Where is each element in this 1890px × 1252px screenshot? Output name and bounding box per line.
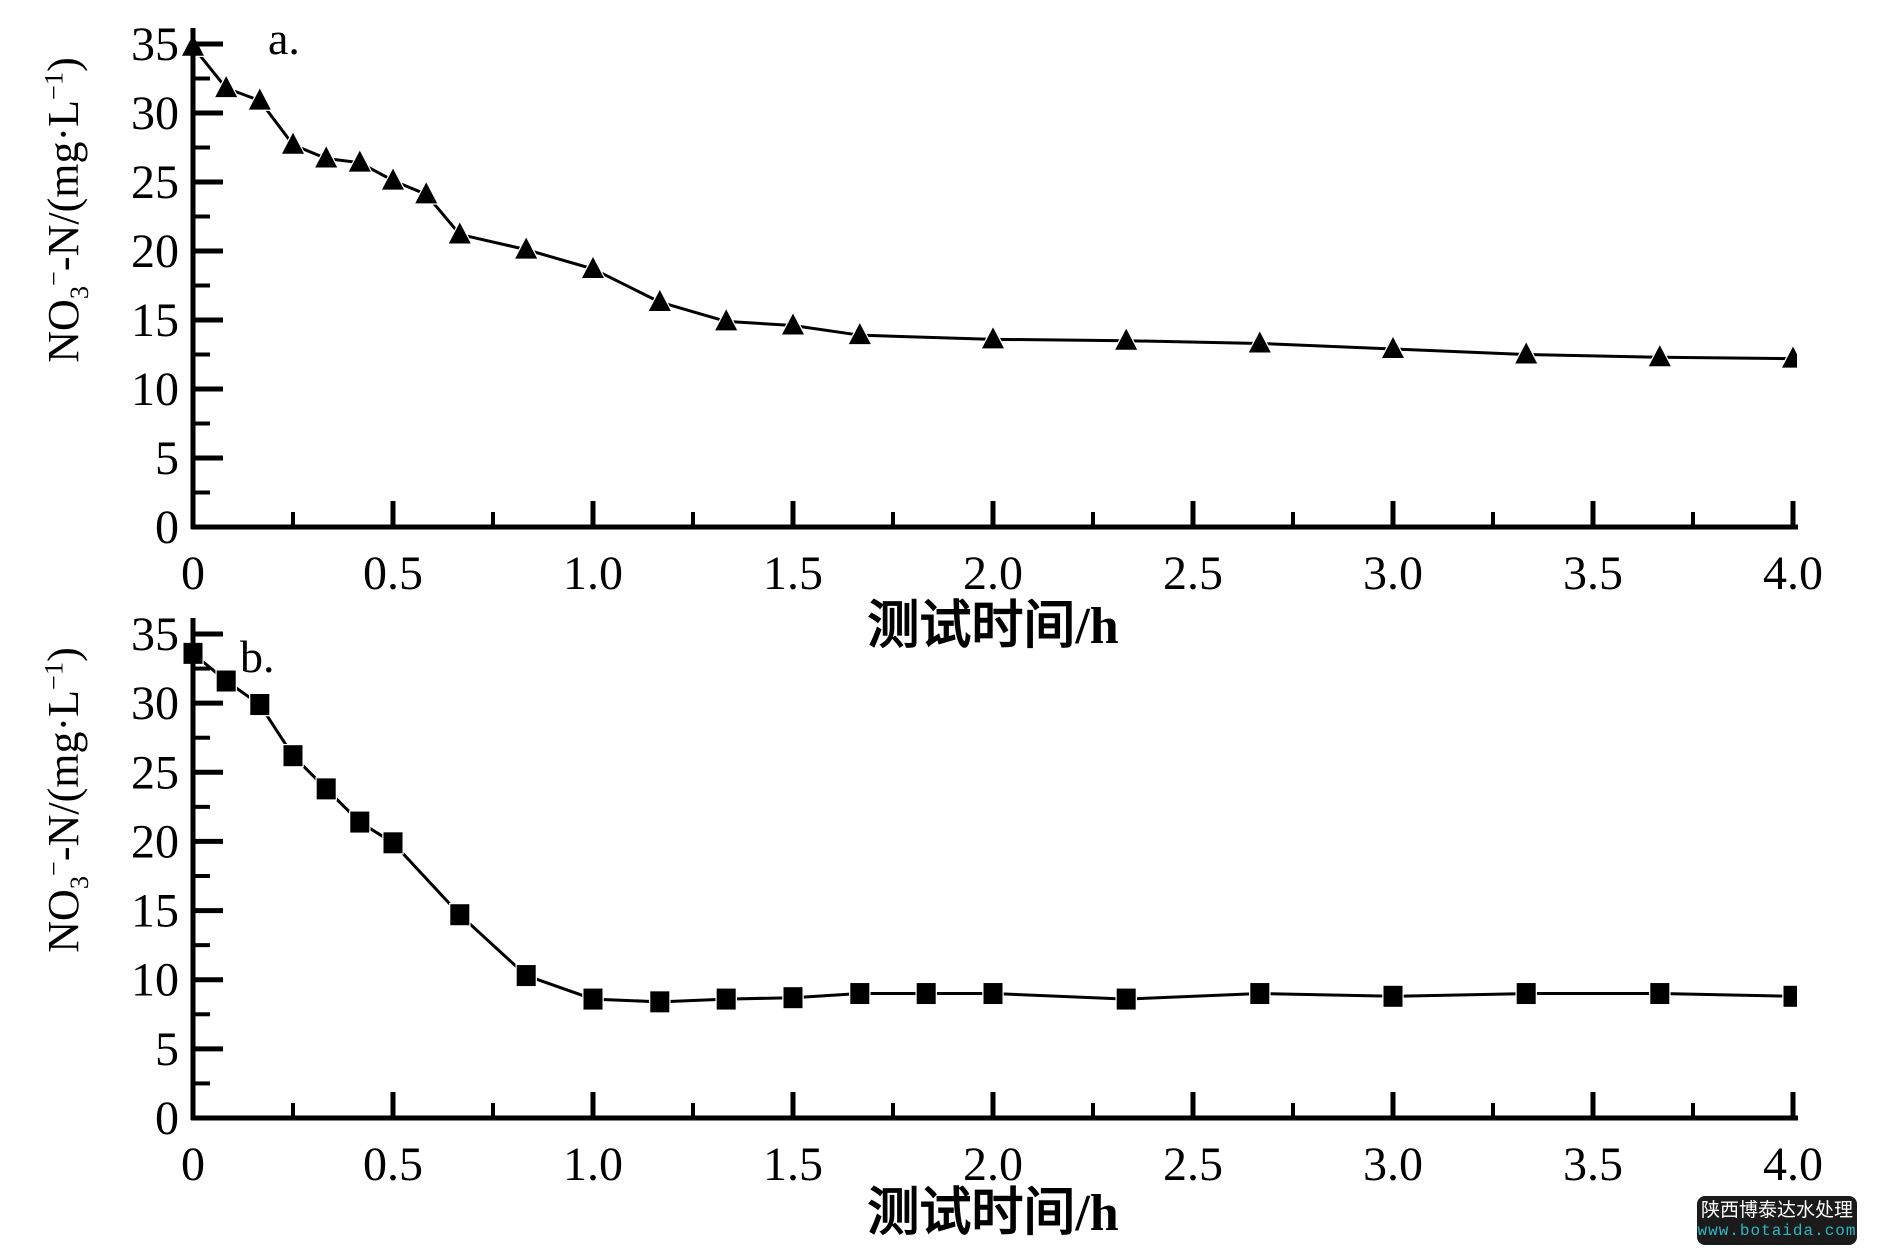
data-point-marker: [915, 981, 937, 1006]
y-tick-label: 20: [131, 225, 179, 278]
data-point-marker: [1246, 328, 1273, 354]
data-point-marker: [279, 130, 307, 155]
data-point-marker: [513, 234, 540, 260]
x-tick-label: 3.5: [1563, 547, 1623, 600]
panel-b-label: b.: [240, 631, 275, 682]
data-point-marker: [246, 85, 273, 111]
watermark-company-name: 陕西博泰达水处理: [1700, 1200, 1853, 1221]
data-point-marker: [413, 179, 440, 205]
panel-a: 0 5 10 15 20 25 30 35 0 0.5 1.0 1.5 2.0 2.5 3.0 3.5 4.0: [131, 18, 1823, 600]
data-point-marker: [1782, 984, 1797, 1009]
triangle-markers: [179, 32, 1797, 369]
x-tick-label: 0.5: [363, 547, 423, 600]
y-tick-label: 15: [131, 885, 179, 938]
x-tick-label: 3.5: [1563, 1138, 1623, 1191]
x-tick-label: 2.5: [1163, 1138, 1223, 1191]
data-point-marker: [313, 143, 340, 169]
y-tick-label: 0: [155, 501, 179, 554]
y-tick-label: 15: [131, 294, 179, 347]
x-axis-title-a: 测试时间/h: [867, 598, 1119, 655]
watermark-badge: 陕西博泰达水处理 www.botaida.com: [1697, 1196, 1857, 1246]
y-tick-label: 25: [131, 156, 179, 209]
square-markers: [182, 641, 1797, 1014]
data-point-marker: [779, 310, 807, 336]
y-axis-title-b-text: NO3−-N/(mg·L−1): [37, 647, 94, 953]
y-tick-label: 5: [155, 1023, 179, 1076]
x-tick-label: 2.5: [1163, 547, 1223, 600]
data-point-marker: [782, 985, 804, 1010]
data-point-marker: [579, 254, 607, 280]
data-point-marker: [346, 147, 373, 173]
data-point-marker: [282, 743, 304, 768]
data-point-marker: [1646, 342, 1673, 368]
y-tick-label: 10: [131, 363, 179, 416]
data-point-marker: [1382, 984, 1404, 1009]
x-tick-label: 1.0: [563, 1138, 623, 1191]
y-tick-label: 5: [155, 432, 179, 485]
y-tick-label: 0: [155, 1092, 179, 1145]
x-axis-title-b: 测试时间/h: [867, 1185, 1119, 1242]
x-tick-label: 0: [181, 547, 205, 600]
data-point-marker: [846, 320, 873, 346]
line-series: [191, 45, 1794, 361]
data-point-marker: [249, 692, 271, 717]
x-tick-label: 1.5: [763, 1138, 823, 1191]
x-tick-label: 2.0: [963, 1138, 1023, 1191]
y-axis-title-a-text: NO3−-N/(mg·L−1): [37, 57, 94, 363]
data-point-marker: [379, 165, 407, 191]
panel-b: 0 5 10 15 20 25 30 35 0 0.5 1.0 1.5 2.0 2.5 3.0 3.5 4.0: [131, 608, 1823, 1191]
data-point-marker: [649, 990, 671, 1014]
y-axis-title-a: NO3−-N/(mg·L−1): [35, 0, 94, 430]
data-point-marker: [213, 73, 240, 99]
data-point-marker: [315, 777, 337, 801]
data-point-marker: [715, 987, 737, 1011]
data-point-marker: [1379, 334, 1407, 360]
data-point-marker: [982, 981, 1004, 1006]
x-tick-label: 1.0: [563, 547, 623, 600]
y-tick-label: 20: [131, 815, 179, 868]
y-tick-label: 10: [131, 954, 179, 1007]
data-point-marker: [1515, 981, 1537, 1006]
data-point-marker: [1513, 339, 1540, 365]
data-point-marker: [1649, 981, 1671, 1006]
data-point-marker: [1115, 987, 1137, 1011]
y-tick-label: 25: [131, 746, 179, 799]
x-tick-label: 0: [181, 1138, 205, 1191]
data-point-marker: [713, 306, 740, 332]
y-tick-label: 30: [131, 677, 179, 730]
data-point-marker: [382, 831, 404, 855]
data-point-marker: [646, 287, 673, 313]
y-tick-label: 30: [131, 87, 179, 140]
line-series: [192, 652, 1794, 1004]
watermark-url: www.botaida.com: [1697, 1221, 1857, 1240]
y-tick-label: 35: [131, 608, 179, 661]
x-tick-label: 3.0: [1363, 547, 1423, 600]
data-point-marker: [446, 219, 473, 245]
x-tick-label: 4.0: [1763, 547, 1823, 600]
x-tick-label: 0.5: [363, 1138, 423, 1191]
data-point-marker: [1249, 981, 1271, 1006]
data-point-marker: [515, 963, 537, 988]
y-tick-label: 35: [131, 18, 179, 71]
data-point-marker: [582, 987, 604, 1011]
data-point-marker: [979, 324, 1007, 350]
data-point-marker: [1779, 343, 1797, 369]
x-tick-label: 2.0: [963, 547, 1023, 600]
data-point-marker: [449, 902, 471, 927]
y-axis-title-b: NO3−-N/(mg·L−1): [35, 580, 94, 1020]
panel-a-label: a.: [268, 13, 300, 64]
x-tick-label: 4.0: [1763, 1138, 1823, 1191]
x-tick-label: 3.0: [1363, 1138, 1423, 1191]
data-point-marker: [1113, 326, 1140, 351]
data-point-marker: [349, 810, 371, 834]
x-tick-label: 1.5: [763, 547, 823, 600]
data-point-marker: [849, 981, 871, 1006]
data-point-marker: [215, 669, 237, 693]
